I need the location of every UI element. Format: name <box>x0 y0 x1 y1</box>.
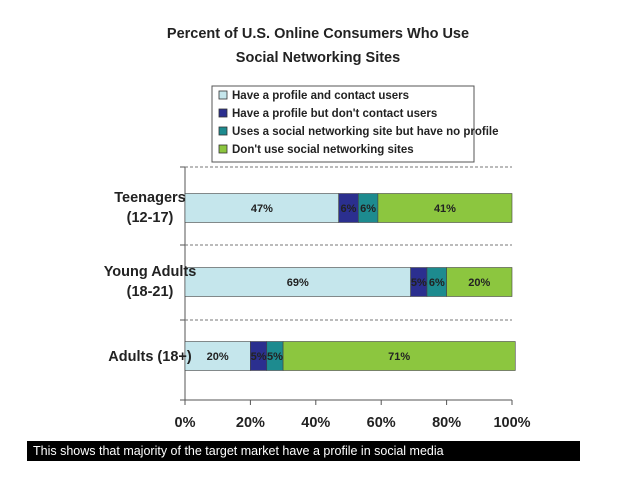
legend-swatch-2 <box>218 126 228 136</box>
category-labels: Teenagers (12-17) Young Adults (18-21) Adult… <box>104 190 197 365</box>
data-label-1-3: 20% <box>468 277 490 289</box>
x-tick-label-0: 0% <box>175 415 196 431</box>
legend-label-3: Don't use social networking sites <box>232 144 414 156</box>
chart-title-line-2: Social Networking Sites <box>236 50 400 66</box>
category-label-1-line2: (18-21) <box>127 284 174 300</box>
x-tick-label-5: 100% <box>493 415 530 431</box>
x-tick-label-4: 80% <box>432 415 461 431</box>
data-labels: 47% 6% 6% 41%69% 5% 6% 20%20% 5% 5% 71% <box>207 203 491 363</box>
data-label-2-3: 71% <box>388 351 410 363</box>
bar-1-0 <box>184 267 411 297</box>
legend-swatch-0 <box>218 90 228 100</box>
bar-1-3 <box>446 267 513 297</box>
data-label-1-2: 6% <box>429 277 445 289</box>
legend-box <box>211 85 475 163</box>
caption-banner: This shows that majority of the target m… <box>27 441 580 461</box>
data-label-0-1: 6% <box>341 203 357 215</box>
category-label-0-line2: (12-17) <box>127 210 174 226</box>
x-tick-label-1: 20% <box>236 415 265 431</box>
legend: Have a profile and contact users Have a p… <box>211 85 498 163</box>
data-label-0-0: 47% <box>251 203 273 215</box>
bar-0-3 <box>377 193 513 223</box>
data-label-0-3: 41% <box>434 203 456 215</box>
data-label-2-1: 5% <box>251 351 267 363</box>
x-tick-label-2: 40% <box>301 415 330 431</box>
data-label-1-1: 5% <box>411 277 427 289</box>
bars <box>184 193 516 371</box>
legend-label-1: Have a profile but don't contact users <box>232 108 437 120</box>
x-tick-label-3: 60% <box>367 415 396 431</box>
chart-title-line-1: Percent of U.S. Online Consumers Who Use <box>167 26 469 42</box>
data-label-2-2: 5% <box>267 351 283 363</box>
legend-label-0: Have a profile and contact users <box>232 90 409 102</box>
category-label-2-line1: Adults (18+) <box>108 349 192 365</box>
data-label-0-2: 6% <box>360 203 376 215</box>
data-label-1-0: 69% <box>287 277 309 289</box>
legend-swatch-1 <box>218 108 228 118</box>
legend-swatch-3 <box>218 144 228 154</box>
category-label-1-line1: Young Adults <box>104 264 197 280</box>
bar-2-0 <box>184 341 251 371</box>
bar-0-0 <box>184 193 339 223</box>
x-axis-ticks: 0% 20% 40% 60% 80% 100% <box>175 400 531 431</box>
bar-2-3 <box>282 341 516 371</box>
legend-label-2: Uses a social networking site but have n… <box>232 126 498 138</box>
data-label-2-0: 20% <box>207 351 229 363</box>
category-label-0-line1: Teenagers <box>114 190 185 206</box>
